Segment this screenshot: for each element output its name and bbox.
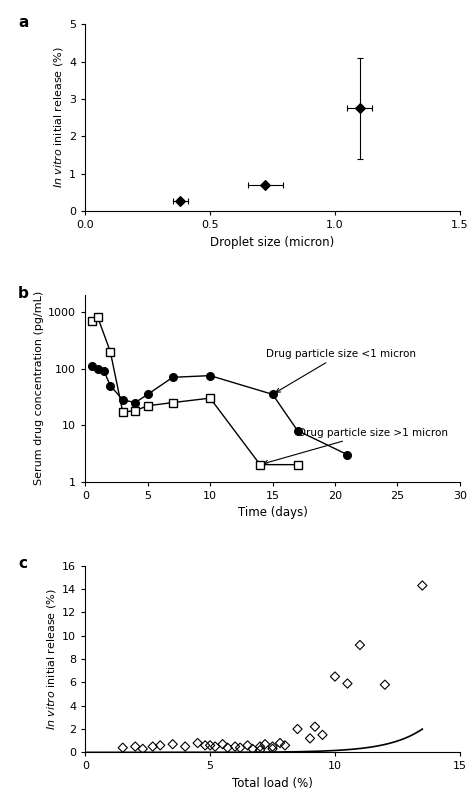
Point: [201, 739, 209, 752]
Point: [119, 741, 127, 754]
Point: [237, 741, 244, 754]
Point: [206, 739, 214, 752]
Point: [182, 740, 189, 753]
Point: [269, 740, 276, 753]
Point: [231, 740, 239, 753]
Point: [356, 638, 364, 651]
Text: Drug particle size <1 micron: Drug particle size <1 micron: [266, 349, 416, 392]
Point: [276, 736, 284, 749]
Point: [169, 738, 176, 751]
Point: [256, 740, 264, 753]
Y-axis label: Serum drug concentration (pg/mL): Serum drug concentration (pg/mL): [34, 291, 44, 485]
Point: [311, 720, 319, 733]
X-axis label: Droplet size (micron): Droplet size (micron): [210, 235, 335, 248]
Point: [249, 743, 256, 756]
Point: [156, 739, 164, 752]
Point: [194, 736, 201, 749]
Point: [269, 743, 276, 756]
Point: [381, 678, 389, 691]
Point: [261, 738, 269, 751]
Point: [319, 728, 326, 741]
Text: c: c: [18, 557, 27, 571]
Y-axis label: $\it{In}$ $\it{vitro}$ initial release (%): $\it{In}$ $\it{vitro}$ initial release (…: [45, 588, 58, 730]
X-axis label: Total load (%): Total load (%): [232, 777, 313, 790]
Y-axis label: $\it{In}$ $\it{vitro}$ initial release (%): $\it{In}$ $\it{vitro}$ initial release (…: [52, 47, 65, 188]
Point: [131, 740, 139, 753]
X-axis label: Time (days): Time (days): [237, 506, 308, 519]
Point: [419, 579, 426, 592]
Point: [244, 739, 251, 752]
Text: Drug particle size >1 micron: Drug particle size >1 micron: [264, 428, 447, 464]
Point: [219, 738, 227, 751]
Point: [331, 670, 339, 683]
Point: [344, 677, 351, 690]
Point: [306, 732, 314, 745]
Point: [211, 740, 219, 753]
Text: a: a: [18, 15, 28, 30]
Point: [294, 722, 301, 735]
Text: b: b: [18, 286, 29, 301]
Point: [256, 743, 264, 756]
Point: [281, 739, 289, 752]
Point: [149, 740, 156, 753]
Point: [139, 743, 146, 756]
Point: [224, 741, 231, 754]
